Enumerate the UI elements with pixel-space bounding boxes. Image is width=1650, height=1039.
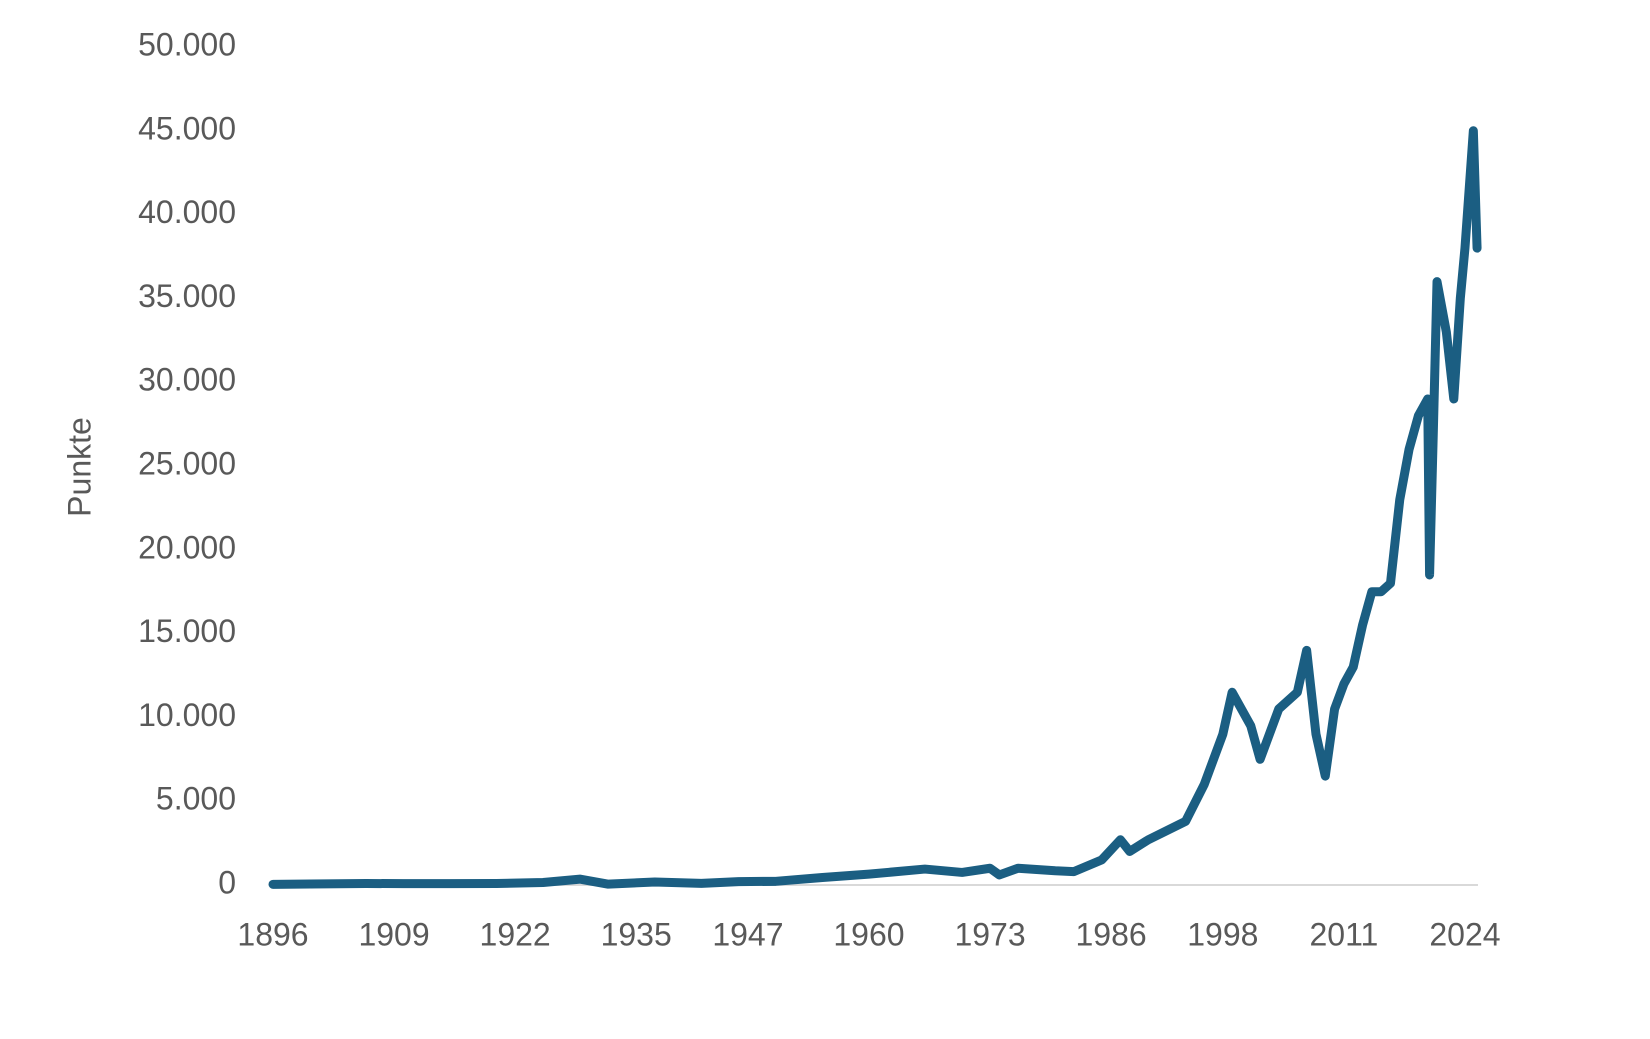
y-tick-label: 40.000 [138, 194, 236, 230]
x-tick-label: 2024 [1429, 916, 1500, 952]
y-tick-label: 15.000 [138, 613, 236, 649]
y-tick-label: 30.000 [138, 362, 236, 398]
y-tick-label: 25.000 [138, 445, 236, 481]
y-tick-label: 5.000 [156, 781, 236, 817]
y-tick-label: 35.000 [138, 278, 236, 314]
x-tick-label: 1986 [1076, 916, 1147, 952]
x-tick-label: 1947 [712, 916, 783, 952]
y-tick-label: 0 [218, 864, 236, 900]
x-tick-label: 1909 [358, 916, 429, 952]
x-tick-label: 2011 [1309, 916, 1378, 952]
x-tick-label: 1998 [1187, 916, 1258, 952]
line-series [268, 126, 1482, 889]
y-axis-label: Punkte [61, 417, 97, 517]
x-tick-label: 1896 [237, 916, 308, 952]
y-tick-label: 45.000 [138, 110, 236, 146]
y-tick-label: 50.000 [138, 26, 236, 62]
y-tick-label: 20.000 [138, 529, 236, 565]
x-tick-label: 1960 [833, 916, 904, 952]
y-tick-label: 10.000 [138, 697, 236, 733]
x-tick-label: 1922 [480, 916, 551, 952]
x-tick-label: 1935 [601, 916, 672, 952]
x-tick-label: 1973 [954, 916, 1025, 952]
